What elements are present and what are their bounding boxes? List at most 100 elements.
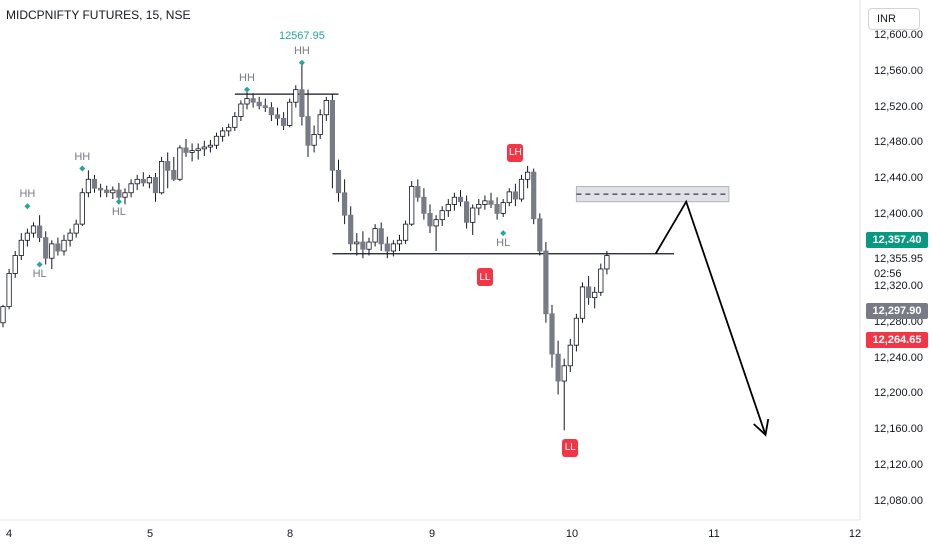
candle-body [24,232,31,241]
candle-body [537,218,543,252]
candle-body [67,232,73,241]
candle-body [152,177,159,194]
candle-body [207,144,213,148]
candle-body [439,210,445,221]
structure-box: LH [507,143,524,162]
gray-price-value: 12,297.90 [872,305,922,317]
candle-body [299,89,305,117]
swing-dot [24,203,31,210]
candle-body [531,171,537,220]
time-tick-label: 4 [5,528,13,540]
candle-body [579,286,586,319]
swing-label: HL [496,237,511,250]
price-tick-label: 12,320.00 [874,279,923,292]
gray-price-tag: 12,297.90 [866,303,928,319]
candle-body [488,200,494,205]
candle-body [6,273,12,308]
candle-body [146,177,152,184]
candle-body [43,237,49,259]
candle-body [323,100,329,116]
price-tick-label: 12,560.00 [874,64,923,77]
candle-body [586,286,592,299]
candle-body [421,196,427,214]
swing-label: HH [293,44,310,57]
candle-body [73,223,79,234]
candle-body [494,204,500,214]
candle-body [262,105,268,108]
candle-body [470,207,476,223]
price-tick-label: 12,520.00 [874,100,923,113]
price-tick-label: 12,480.00 [874,136,923,149]
candle-body [506,191,512,204]
price-tick-label: 12,160.00 [874,423,923,436]
peak-price-label: 12567.95 [278,29,325,42]
candle-body [598,268,604,293]
red-price-tag: 12,264.65 [866,332,928,348]
swing-dot [500,230,507,237]
candle-body [79,192,85,225]
candle-body [250,98,256,103]
candle-body [30,225,37,234]
candle-body [226,126,232,132]
price-tick-label: 12,240.00 [874,351,923,364]
swing-label: HH [239,71,255,84]
candle-body [378,228,384,245]
arrow-head [753,418,770,437]
swing-label: HL [32,268,47,281]
candle-body [311,134,317,146]
candle-body [518,178,525,200]
candle-body [183,147,189,153]
candle-body [604,255,610,270]
candle-body [274,114,281,119]
cursor-price: 12,355.95 [874,253,923,265]
candle-body [409,186,415,225]
candle-body [305,116,311,146]
candle-body [18,239,24,256]
candle-body [482,200,488,205]
level-lines [234,93,674,255]
swing-label: HH [19,188,36,201]
candle-body [366,241,372,250]
time-tick-label: 11 [708,528,720,540]
swing-dot [244,86,250,93]
candle-body [244,98,250,105]
candle-body [451,196,458,205]
candle-body [384,243,390,252]
candle-body [287,101,293,126]
candle-body [549,313,555,355]
candle-body [543,250,549,315]
currency-button[interactable]: INR [868,8,920,30]
candle-body [110,189,116,194]
candle-body [390,243,397,252]
candle-body [268,107,275,116]
candle-body [158,160,165,194]
candle-body [177,147,183,180]
candle-body [348,214,354,245]
candle-body [567,344,573,367]
swing-dot [115,198,122,205]
candle-body [341,192,348,216]
price-tick-label: 12,200.00 [874,387,923,400]
candle-body [213,135,220,146]
candle-body [463,201,470,223]
swing-dot [36,261,43,268]
candle-body [360,241,366,250]
candle-body [402,223,409,241]
candle-body [104,189,110,194]
last-price-tag: 12,357.40 [866,232,928,248]
candle-body [134,178,140,185]
last-price-value: 12,357.40 [872,234,922,246]
candle-body [12,255,18,274]
candles [0,64,610,431]
chart-title: MIDCPNIFTY FUTURES, 15, NSE [6,8,191,22]
candle-body [525,171,531,180]
time-tick-label: 12 [848,528,862,540]
candle-body [165,160,171,171]
candle-body [433,219,439,227]
candle-body [171,169,177,180]
candle-body [232,116,238,128]
price-tick-label: 12,120.00 [874,459,923,472]
candle-body [256,101,262,107]
